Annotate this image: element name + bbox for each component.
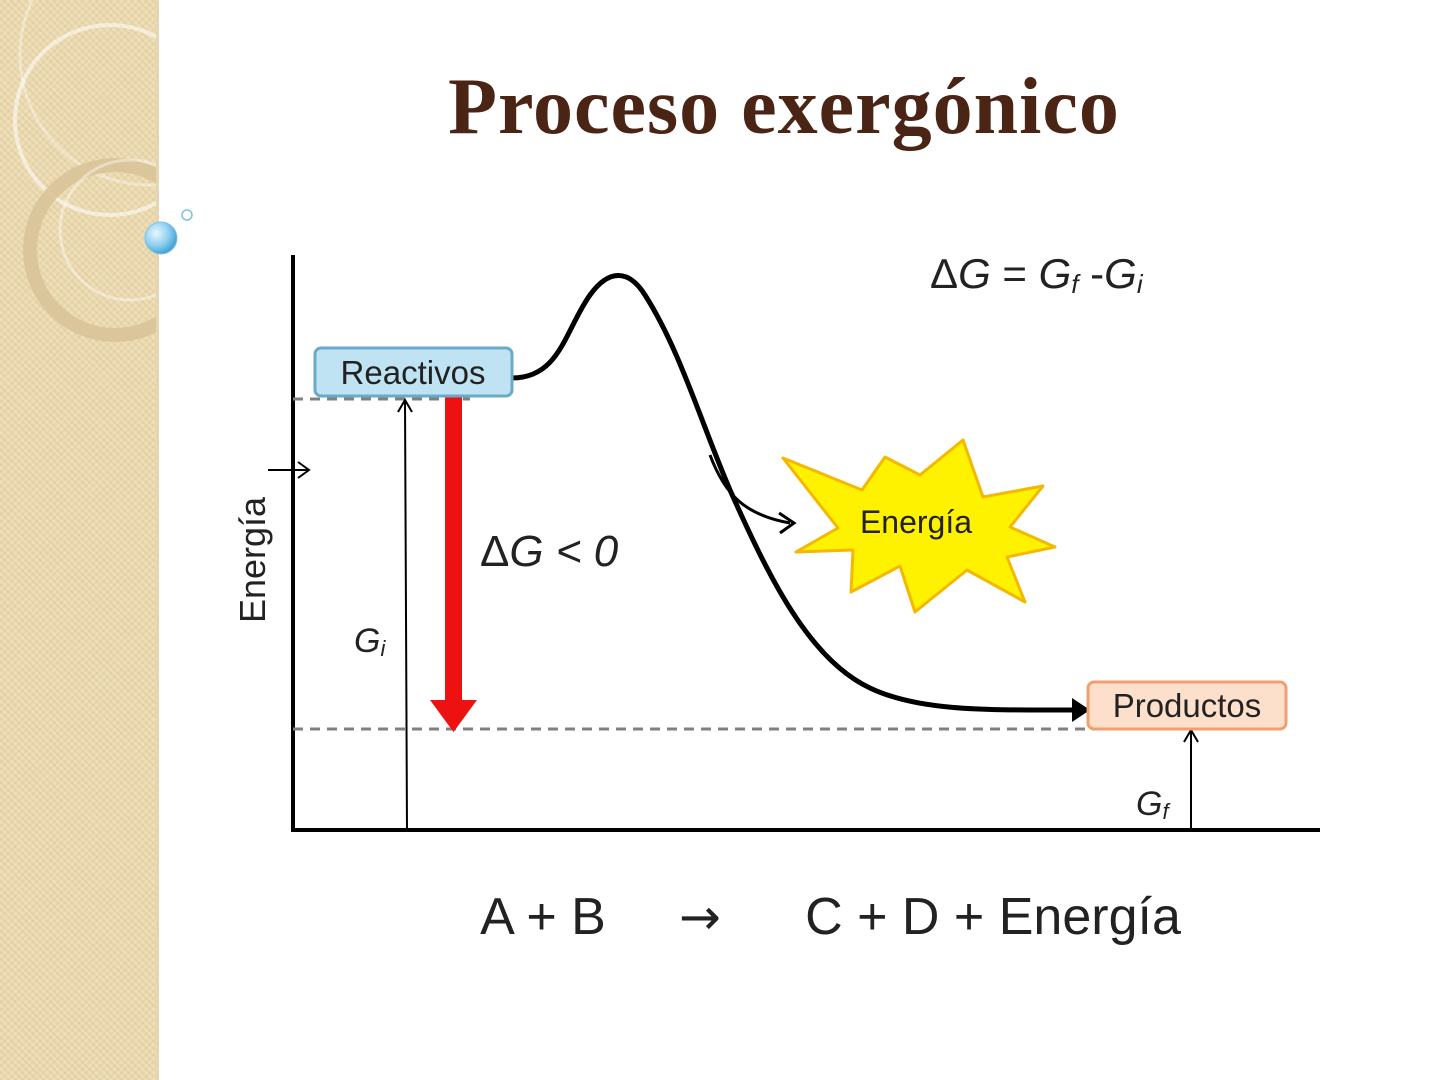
reaction-curve	[509, 273, 1081, 713]
bubble-large	[144, 221, 178, 255]
sidebar-edge	[156, 0, 159, 1080]
bubble-small	[181, 209, 193, 221]
products-box	[1086, 680, 1288, 731]
delta-g-formula: ΔG = Gf -Gi	[930, 250, 1144, 299]
sidebar-rings	[13, 0, 158, 342]
energy-burst	[781, 438, 1057, 614]
gi-label: Gi	[354, 622, 386, 661]
energy-release-arrow	[708, 454, 797, 535]
decorative-sidebar	[0, 0, 158, 1080]
products-label: Productos	[1113, 687, 1262, 724]
gi-arrow	[397, 398, 413, 831]
reactants-box	[313, 346, 514, 398]
energy-burst-label: Energía	[860, 504, 972, 540]
reaction-equation-left: A + B	[480, 888, 606, 946]
delta-g-condition: ΔG < 0	[480, 527, 619, 576]
reactants-label: Reactivos	[341, 354, 486, 391]
y-axis-arrow	[268, 461, 311, 479]
slide-title: Proceso exergónico	[448, 63, 1120, 151]
delta-g-arrow	[430, 396, 477, 732]
reaction-equation-arrow: →	[679, 888, 721, 946]
y-axis-label: Energía	[232, 496, 273, 623]
gf-label: Gf	[1136, 785, 1171, 824]
curve-arrowhead	[1072, 698, 1090, 722]
reaction-equation-right: C + D + Energía	[805, 888, 1181, 946]
gf-arrow	[1183, 728, 1199, 830]
